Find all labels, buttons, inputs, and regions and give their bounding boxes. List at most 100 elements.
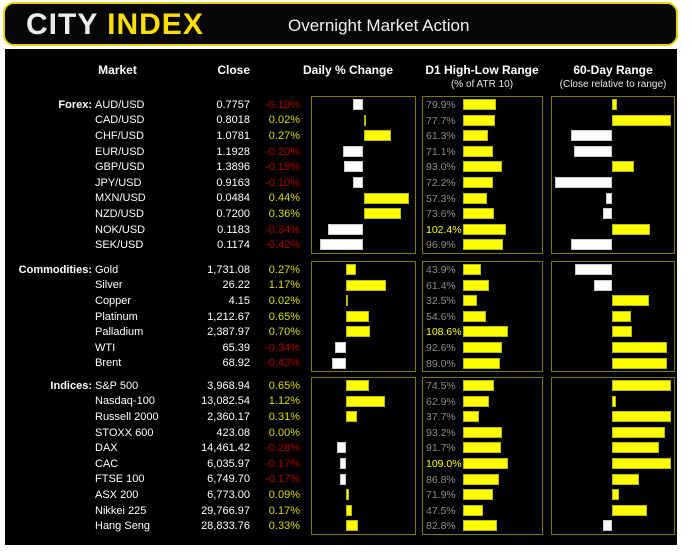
atr-percent-label: 92.6% [426,341,456,354]
chart-row: 108.6% [423,324,542,340]
chart-row [552,394,674,410]
chart-row [552,97,674,113]
section-1-rows: Commodities: Gold 1,731.08 0.27% Silver 26.22… [8,262,300,371]
chart-row: 71.9% [423,487,542,503]
city-index-logo: CITY INDEX [26,8,204,42]
daily-change-bar [346,380,369,391]
chart-row: 82.8% [423,518,542,534]
market-name: WTI [95,341,116,354]
chart-row [312,159,415,175]
table-row: CHF/USD 1.0781 0.27% [8,128,300,144]
daily-change-bar [340,473,347,485]
daily-change-value: 0.27% [268,129,300,142]
sixty-day-range-chart [551,261,675,373]
market-name: NZD/USD [95,207,144,220]
sixty-day-range-bar [612,310,631,322]
close-value: 1.3896 [216,161,250,174]
chart-row: 74.5% [423,378,542,394]
atr-range-bar [463,489,493,501]
daily-change-bar [320,239,364,251]
close-value: 1,212.67 [207,310,250,323]
daily-change-value: 0.27% [268,263,300,276]
atr-range-bar [463,442,502,454]
market-name: STOXX 600 [95,426,154,439]
atr-range-chart: 43.9% 61.4% 32.5% 54.6% 108.6% 92.6% 89.0% [422,261,543,373]
atr-range-bar [463,341,502,353]
atr-range-bar [463,295,477,307]
chart-row [312,278,415,294]
daily-change-bar [346,310,369,322]
daily-change-value: 0.09% [268,488,300,501]
atr-percent-label: 77.7% [426,114,456,127]
daily-change-bar [353,176,364,188]
sixty-day-range-bar [612,326,633,338]
chart-row [312,487,415,503]
chart-row [552,356,674,372]
sixty-day-range-bar [612,161,635,173]
chart-row [552,487,674,503]
chart-row [312,518,415,534]
sixty-day-range-bar [612,442,660,454]
sixty-day-range-bar [606,192,612,204]
daily-change-value: -0.34% [265,223,300,236]
daily-change-bar [346,326,371,338]
chart-row [312,113,415,129]
daily-change-value: 0.33% [268,520,300,533]
atr-percent-label: 96.9% [426,239,456,252]
daily-change-value: -0.34% [265,341,300,354]
daily-change-value: -0.43% [265,357,300,370]
sixty-day-range-bar [612,223,650,235]
sixty-day-range-bar [612,341,668,353]
market-name: GBP/USD [95,161,145,174]
market-name: CHF/USD [95,129,144,142]
daily-change-value: 0.02% [268,294,300,307]
daily-change-bar [342,145,364,157]
table-row: CAD/USD 0.8018 0.02% [8,113,300,129]
chart-row [552,262,674,278]
atr-percent-label: 61.3% [426,130,456,143]
atr-percent-label: 93.0% [426,161,456,174]
table-row: Nikkei 225 29,766.97 0.17% [8,503,300,519]
sixty-day-range-chart [551,96,675,254]
table-row: Forex: AUD/USD 0.7757 -0.10% [8,97,300,113]
market-name: Gold [95,263,119,276]
chart-row [312,97,415,113]
table-row: ASX 200 6,773.00 0.09% [8,487,300,503]
chart-row [552,293,674,309]
sixty-day-range-bar [612,99,617,110]
chart-row [312,262,415,278]
chart-row [312,222,415,238]
daily-change-chart [311,377,416,535]
logo-city-text: CITY [26,8,98,41]
atr-range-bar [463,411,479,423]
chart-row [552,456,674,472]
logo-index-text: INDEX [107,8,204,41]
chart-row: 109.0% [423,456,542,472]
atr-range-bar [463,239,504,251]
atr-percent-label: 82.8% [426,520,456,533]
table-row: DAX 14,461.42 -0.28% [8,440,300,456]
table-row: Copper 4.15 0.02% [8,293,300,309]
chart-row: 92.6% [423,340,542,356]
chart-row [312,472,415,488]
sixty-day-range-bar [612,457,671,469]
atr-percent-label: 57.3% [426,192,456,205]
column-header-d1-range: D1 High-Low Range [425,63,539,77]
atr-range-bar [463,426,502,438]
chart-row [552,409,674,425]
market-name: Brent [95,357,122,370]
chart-row: 77.7% [423,113,542,129]
table-row: MXN/USD 0.0484 0.44% [8,191,300,207]
table-row: Silver 26.22 1.17% [8,278,300,294]
market-name: S&P 500 [95,379,139,392]
atr-percent-label: 47.5% [426,504,456,517]
daily-change-value: -0.10% [265,98,300,111]
atr-range-bar [463,99,497,110]
table-row: Indices: S&P 500 3,968.94 0.65% [8,378,300,394]
close-value: 0.7757 [216,98,250,111]
sixty-day-range-bar [570,130,612,142]
column-header-daily-change: Daily % Change [302,63,394,77]
chart-row [312,340,415,356]
atr-range-chart: 79.9% 77.7% 61.3% 71.1% 93.0% 72.2% 57.3% 73.6%… [422,96,543,254]
sixty-day-range-bar [570,239,612,251]
